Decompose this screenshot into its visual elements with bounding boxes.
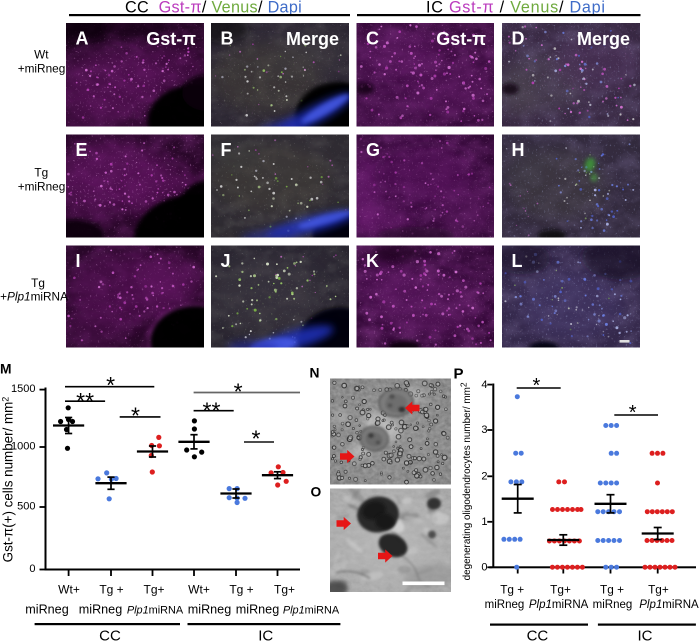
svg-text:Merge: Merge xyxy=(286,29,339,49)
svg-text:1000: 1000 xyxy=(11,440,35,452)
svg-text:Gst-π: Gst-π xyxy=(436,29,486,49)
svg-text:L: L xyxy=(512,251,523,271)
svg-text:miRneg: miRneg xyxy=(236,602,279,616)
svg-text:Plp1miRNA: Plp1miRNA xyxy=(639,599,699,611)
svg-text:+miRneg: +miRneg xyxy=(18,179,66,193)
svg-text:1: 1 xyxy=(481,516,487,528)
svg-text:C: C xyxy=(366,29,379,49)
svg-text:Tg+: Tg+ xyxy=(550,582,571,596)
svg-text:Gst-π(+) cells number/ mm2: Gst-π(+) cells number/ mm2 xyxy=(1,397,16,563)
svg-text:3: 3 xyxy=(481,424,487,436)
svg-text:+Plp1miRNA: +Plp1miRNA xyxy=(0,290,68,304)
svg-text:*: * xyxy=(106,372,115,398)
svg-text:500: 500 xyxy=(17,500,35,512)
svg-text:miRneg: miRneg xyxy=(485,599,525,611)
svg-text:IC: IC xyxy=(258,628,273,642)
svg-text:CC Gst-π/ Venus/ Dapi: CC Gst-π/ Venus/ Dapi xyxy=(125,0,302,17)
svg-text:K: K xyxy=(366,251,379,271)
svg-text:Tg +: Tg + xyxy=(500,582,524,596)
svg-text:2: 2 xyxy=(481,471,487,483)
svg-text:miRneg: miRneg xyxy=(593,599,633,611)
svg-text:Gst-π: Gst-π xyxy=(146,29,196,49)
svg-text:D: D xyxy=(512,29,525,49)
svg-text:J: J xyxy=(221,251,231,271)
svg-text:IC Gst-π / Venus/ Dapi: IC Gst-π / Venus/ Dapi xyxy=(426,0,606,17)
svg-text:F: F xyxy=(221,140,232,160)
svg-text:Tg +: Tg + xyxy=(229,582,253,596)
svg-text:**: ** xyxy=(76,388,94,414)
svg-text:*: * xyxy=(629,402,637,424)
svg-text:miRneg: miRneg xyxy=(25,602,68,616)
svg-text:Plp1miRNA: Plp1miRNA xyxy=(127,604,184,616)
svg-text:+miRneg: +miRneg xyxy=(18,61,66,75)
svg-text:*: * xyxy=(252,426,261,452)
svg-text:E: E xyxy=(76,140,88,160)
svg-text:M: M xyxy=(0,361,12,376)
svg-text:H: H xyxy=(512,140,525,160)
svg-text:A: A xyxy=(76,29,89,49)
svg-text:**: ** xyxy=(203,398,221,424)
svg-text:Wt+: Wt+ xyxy=(58,582,80,596)
svg-text:miRneg: miRneg xyxy=(188,602,231,616)
svg-text:P: P xyxy=(454,365,464,382)
svg-text:Tg: Tg xyxy=(31,276,45,290)
svg-text:degenerating oligodendrocytes: degenerating oligodendrocytes number/ mm… xyxy=(459,382,474,580)
svg-text:*: * xyxy=(234,378,243,404)
svg-text:Tg: Tg xyxy=(34,165,48,179)
svg-text:1500: 1500 xyxy=(11,383,35,395)
svg-text:4: 4 xyxy=(481,379,487,391)
svg-text:Plp1miRNA: Plp1miRNA xyxy=(529,599,589,611)
svg-text:CC: CC xyxy=(527,628,549,642)
svg-text:IC: IC xyxy=(638,628,653,642)
svg-text:Wt: Wt xyxy=(34,47,49,61)
svg-text:Tg+: Tg+ xyxy=(648,582,669,596)
svg-text:Tg+: Tg+ xyxy=(143,582,164,596)
svg-text:CC: CC xyxy=(99,628,121,642)
svg-text:Merge: Merge xyxy=(577,29,630,49)
svg-text:miRneg: miRneg xyxy=(79,602,122,616)
svg-text:B: B xyxy=(221,29,234,49)
svg-text:*: * xyxy=(533,375,541,397)
svg-text:N: N xyxy=(310,365,320,380)
svg-text:*: * xyxy=(131,402,140,428)
svg-text:Plp1miRNA: Plp1miRNA xyxy=(283,604,340,616)
svg-text:O: O xyxy=(311,484,322,499)
svg-text:Tg+: Tg+ xyxy=(274,582,295,596)
svg-text:0: 0 xyxy=(29,563,35,575)
svg-text:Tg +: Tg + xyxy=(600,582,624,596)
svg-text:Tg +: Tg + xyxy=(99,582,123,596)
svg-text:I: I xyxy=(76,251,81,271)
svg-text:G: G xyxy=(366,140,380,160)
svg-text:Wt+: Wt+ xyxy=(188,582,210,596)
svg-text:0: 0 xyxy=(481,562,487,574)
